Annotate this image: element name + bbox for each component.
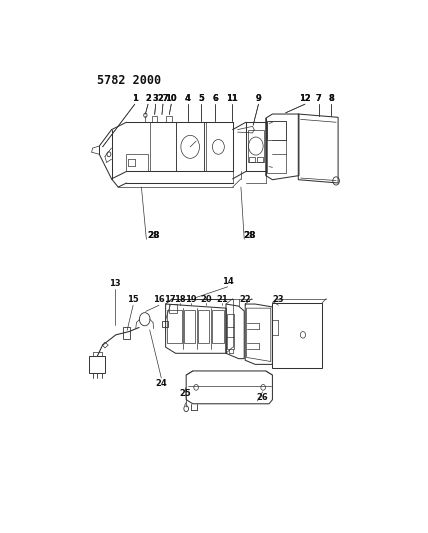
Text: 4: 4: [185, 94, 191, 103]
Text: 24: 24: [155, 379, 167, 388]
Text: 12: 12: [299, 94, 311, 103]
Text: 2: 2: [145, 94, 151, 103]
Text: 5: 5: [198, 94, 204, 103]
Text: 8: 8: [329, 94, 334, 103]
Text: 6: 6: [212, 94, 218, 103]
Text: 15: 15: [127, 295, 139, 304]
Text: 3: 3: [153, 94, 158, 103]
Text: 16: 16: [153, 295, 165, 304]
Text: 22: 22: [239, 295, 251, 304]
Text: 11: 11: [226, 94, 238, 103]
Text: 19: 19: [185, 295, 197, 304]
Text: 28: 28: [243, 231, 256, 240]
Text: 11: 11: [226, 94, 238, 103]
Text: 20: 20: [200, 295, 212, 304]
Text: 1: 1: [132, 94, 138, 103]
Text: 1: 1: [132, 94, 138, 103]
Text: 18: 18: [174, 295, 186, 304]
Text: 28: 28: [147, 231, 159, 240]
Text: 14: 14: [222, 277, 234, 286]
Text: 5: 5: [198, 94, 204, 103]
Text: 13: 13: [109, 279, 121, 288]
Text: 23: 23: [273, 295, 284, 304]
Text: 28: 28: [147, 231, 159, 240]
Text: 21: 21: [216, 295, 228, 304]
Text: 17: 17: [164, 295, 176, 304]
Text: 27: 27: [157, 94, 169, 103]
Text: 5782 2000: 5782 2000: [97, 74, 161, 87]
Text: 2: 2: [145, 94, 151, 103]
Text: 7: 7: [316, 94, 322, 103]
Text: 9: 9: [256, 94, 262, 103]
Text: 10: 10: [166, 94, 177, 103]
Text: 26: 26: [257, 393, 268, 402]
Text: 27: 27: [157, 94, 169, 103]
Text: 3: 3: [153, 94, 158, 103]
Text: 8: 8: [329, 94, 334, 103]
Text: 28: 28: [243, 231, 256, 240]
Text: 10: 10: [166, 94, 177, 103]
Text: 7: 7: [316, 94, 322, 103]
Text: 12: 12: [299, 94, 311, 103]
Text: 9: 9: [256, 94, 262, 103]
Text: 25: 25: [180, 389, 191, 398]
Text: 4: 4: [185, 94, 191, 103]
Text: 6: 6: [212, 94, 218, 103]
